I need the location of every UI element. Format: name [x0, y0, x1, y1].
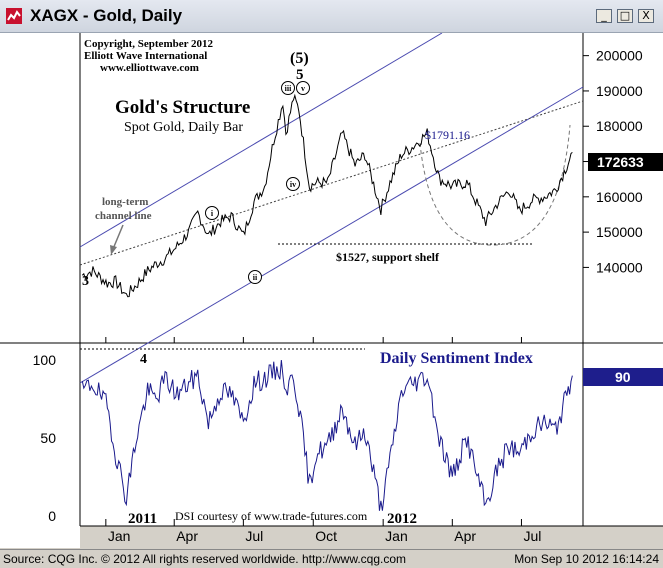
status-source: Source: CQG Inc. © 2012 All rights reser…: [3, 552, 407, 566]
price-series: [81, 93, 573, 298]
price-line: [81, 93, 573, 298]
structure-subtitle: Spot Gold, Daily Bar: [124, 120, 243, 135]
minimize-button[interactable]: _: [596, 9, 612, 23]
price-tick-label: 150000: [596, 224, 643, 240]
channel-arrow-head: [110, 245, 117, 255]
status-bar: Source: CQG Inc. © 2012 All rights reser…: [0, 549, 663, 568]
wave-label-4: 4: [140, 352, 147, 367]
year-label-2012: 2012: [387, 511, 417, 527]
price-tick-label: 160000: [596, 189, 643, 205]
wave-marker-iv: iv: [286, 177, 300, 191]
x-tick-label: Jan: [385, 528, 408, 544]
wave-label-ii: ii: [253, 273, 258, 282]
wave-marker-v: v: [296, 81, 310, 95]
wave-marker-ii: ii: [248, 270, 262, 284]
structure-title: Gold's Structure: [115, 97, 250, 118]
channel-label-2: channel line: [95, 210, 152, 222]
peak-label: $1791.16: [425, 128, 470, 142]
title-bar: XAGX - Gold, Daily _ □ X: [0, 0, 663, 33]
copyright-line-1: Copyright, September 2012: [84, 38, 214, 50]
wave-marker-iii: iii: [281, 81, 295, 95]
x-tick-label: Jul: [523, 528, 541, 544]
cqg-chart-icon: [6, 8, 22, 24]
x-tick-label: Oct: [315, 528, 337, 544]
x-tick-label: Apr: [176, 528, 198, 544]
lower-channel-line: [79, 86, 584, 384]
price-tick-label: 140000: [596, 259, 643, 275]
x-axis: Jan Apr Jul Oct Jan Apr Jul: [105, 337, 541, 544]
wave-label-top: 5: [296, 67, 304, 83]
chart-canvas: 1400001500001600001700001800001900002000…: [0, 33, 663, 548]
close-button[interactable]: X: [638, 9, 654, 23]
copyright-line-3: www.elliottwave.com: [100, 62, 199, 74]
support-label: $1527, support shelf: [336, 250, 440, 264]
x-tick-label: Jul: [245, 528, 263, 544]
window-title: XAGX - Gold, Daily: [30, 6, 183, 25]
wave-label-i: i: [211, 209, 214, 218]
channel-label-1: long-term: [102, 196, 148, 208]
wave-label-top-paren: (5): [290, 50, 309, 67]
dsi-tick-label: 100: [33, 352, 57, 368]
dsi-tick-label: 0: [48, 508, 56, 524]
y-axis-area: [583, 33, 663, 526]
dsi-y-axis: 0 50 100: [33, 352, 57, 524]
dsi-line: [81, 359, 573, 511]
dsi-series: [81, 359, 573, 511]
status-datetime: Mon Sep 10 2012 16:14:24: [514, 552, 659, 566]
dsi-last-badge: [583, 368, 663, 386]
wave-label-3: 3: [82, 274, 89, 289]
year-label-2011: 2011: [128, 511, 157, 527]
copyright-line-2: Elliott Wave International: [84, 50, 207, 62]
wave-marker-i: i: [205, 206, 219, 220]
x-tick-label: Apr: [454, 528, 476, 544]
dsi-last-value: 90: [615, 369, 631, 385]
plot-area: [80, 33, 583, 526]
wave-label-iv: iv: [290, 180, 296, 189]
wave-label-iii: iii: [285, 84, 292, 93]
wave-label-v: v: [301, 84, 305, 93]
price-tick-label: 200000: [596, 48, 643, 64]
maximize-button[interactable]: □: [617, 9, 633, 23]
dsi-credit: DSI courtesy of www.trade-futures.com: [175, 509, 368, 523]
x-tick-label: Jan: [108, 528, 131, 544]
price-tick-label: 180000: [596, 118, 643, 134]
left-margin: [0, 33, 80, 548]
channel-arrow: [112, 224, 124, 250]
dsi-title: Daily Sentiment Index: [380, 350, 533, 367]
long-term-channel-line: [79, 100, 584, 266]
dsi-tick-label: 50: [40, 430, 56, 446]
price-tick-label: 190000: [596, 83, 643, 99]
price-last-badge: [588, 153, 663, 171]
price-last-value: 172633: [597, 154, 644, 170]
upper-channel-line: [79, 33, 443, 248]
